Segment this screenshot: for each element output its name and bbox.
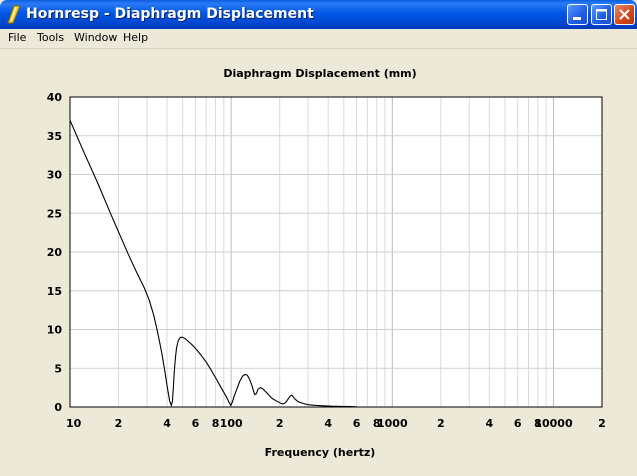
y-tick-label: 35 — [47, 130, 62, 143]
x-tick-label: 1000 — [377, 417, 408, 430]
x-tick-label: 8 — [212, 417, 220, 430]
menu-window[interactable]: Window — [74, 31, 118, 44]
x-tick-label: 4 — [163, 417, 171, 430]
y-tick-label: 15 — [47, 285, 62, 298]
x-tick-label: 4 — [324, 417, 332, 430]
y-tick-label: 5 — [54, 362, 62, 375]
window-title: Hornresp - Diaphragm Displacement — [26, 6, 314, 22]
x-tick-label: 8 — [534, 417, 542, 430]
x-tick-label: 2 — [115, 417, 123, 430]
displacement-curve — [69, 120, 357, 408]
x-axis-label: Frequency (hertz) — [265, 446, 376, 459]
menu-bar — [0, 29, 637, 49]
x-tick-label: 2 — [598, 417, 606, 430]
y-tick-label: 25 — [47, 207, 62, 220]
x-tick-label: 2 — [437, 417, 445, 430]
x-tick-label: 8 — [373, 417, 381, 430]
close-icon — [619, 9, 630, 20]
maximize-icon — [596, 9, 607, 20]
y-tick-label: 20 — [47, 246, 63, 259]
y-tick-label: 30 — [47, 169, 63, 182]
x-tick-label: 4 — [486, 417, 494, 430]
x-tick-label: 100 — [220, 417, 243, 430]
menu-help[interactable]: Help — [123, 31, 149, 44]
title-bar[interactable]: Hornresp - Diaphragm Displacement — [0, 0, 637, 29]
hornresp-app-icon — [7, 5, 21, 24]
minimize-icon — [573, 17, 581, 20]
x-tick-label: 10000 — [534, 417, 573, 430]
x-tick-label: 10 — [66, 417, 82, 430]
x-tick-label: 6 — [514, 417, 522, 430]
x-tick-label: 6 — [353, 417, 361, 430]
x-tick-label: 6 — [192, 417, 200, 430]
menu-file[interactable]: File — [8, 31, 27, 44]
menu-tools[interactable]: Tools — [37, 31, 65, 44]
y-tick-label: 10 — [47, 324, 63, 337]
minimize-button[interactable] — [567, 4, 588, 25]
y-tick-label: 40 — [47, 91, 63, 104]
chart-title: Diaphragm Displacement (mm) — [223, 67, 416, 80]
y-tick-label: 0 — [54, 401, 62, 414]
maximize-button[interactable] — [591, 4, 612, 25]
x-tick-label: 2 — [276, 417, 284, 430]
close-button[interactable] — [614, 4, 635, 25]
